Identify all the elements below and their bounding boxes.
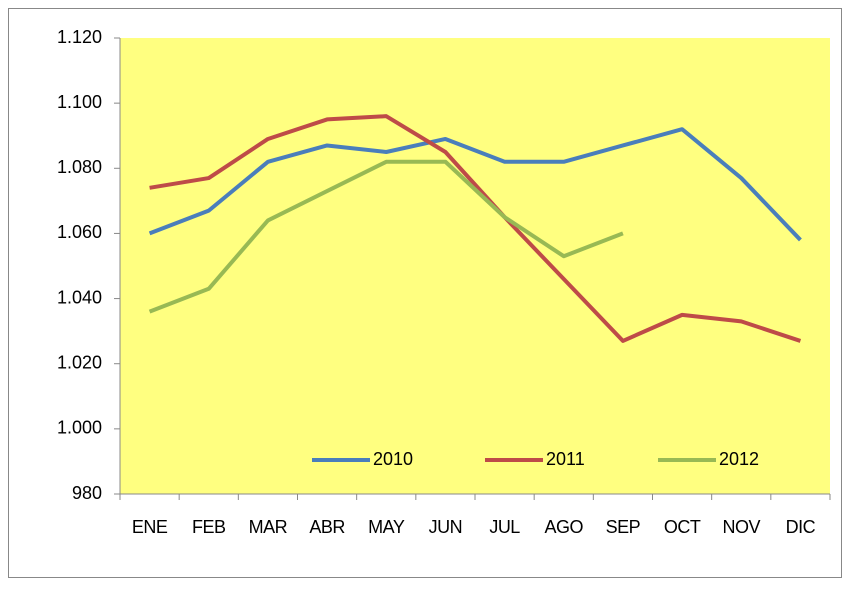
legend-label: 2011 [546, 449, 585, 469]
x-tick-label: OCT [664, 517, 701, 537]
x-tick-label: JUL [489, 517, 520, 537]
x-tick-label: SEP [606, 517, 641, 537]
series-line [149, 114, 802, 343]
plot-area [120, 38, 830, 494]
y-tick-label: 1.060 [57, 222, 102, 242]
x-tick-label: NOV [722, 517, 760, 537]
x-tick-label: MAR [249, 517, 288, 537]
x-tick-label: AGO [544, 517, 583, 537]
x-tick-label: MAY [368, 517, 405, 537]
y-tick-label: 1.100 [57, 92, 102, 112]
x-tick-label: JUN [429, 517, 463, 537]
series-line [148, 127, 802, 242]
legend-label: 2010 [373, 449, 413, 469]
y-tick-label: 1.020 [57, 352, 102, 372]
x-tick-label: ENE [132, 517, 168, 537]
x-tick-label: ABR [309, 517, 345, 537]
x-tick-label: FEB [192, 517, 226, 537]
x-tick-label: DIC [786, 517, 816, 537]
y-tick-label: 1.000 [57, 418, 102, 438]
y-tick-label: 1.120 [57, 27, 102, 47]
legend-label: 2012 [719, 449, 759, 469]
y-tick-label: 980 [72, 483, 102, 503]
y-tick-label: 1.080 [57, 157, 102, 177]
series-line [148, 159, 624, 314]
y-tick-label: 1.040 [57, 287, 102, 307]
